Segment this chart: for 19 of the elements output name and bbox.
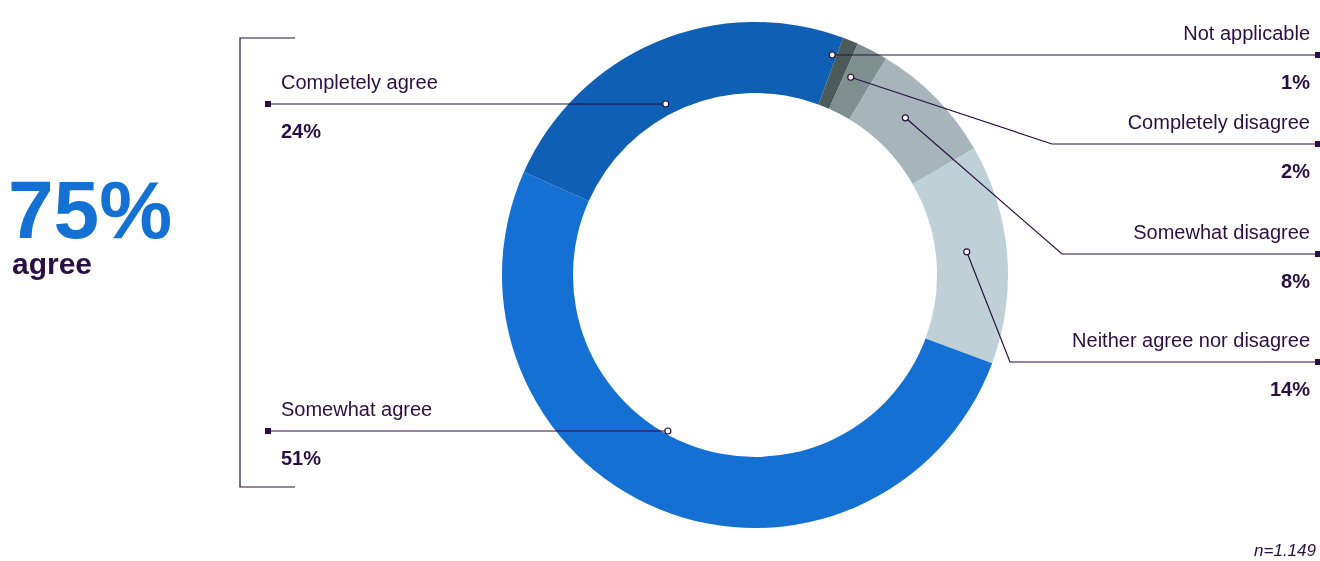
slice-label: Somewhat agree xyxy=(281,398,433,420)
slice-label: Neither agree nor disagree xyxy=(1072,329,1310,351)
data-label: 24% xyxy=(281,120,322,142)
data-label: 8% xyxy=(1281,270,1311,292)
data-label: 14% xyxy=(1269,378,1311,400)
data-label: 51% xyxy=(281,447,322,469)
donut-slice xyxy=(523,22,844,201)
text: n=1.149 xyxy=(1254,541,1317,560)
slice-label: Completely disagree xyxy=(1127,111,1310,133)
slice-label: Not applicable xyxy=(1183,22,1310,44)
slice-label: Completely agree xyxy=(281,71,438,93)
donut-slice xyxy=(502,172,993,528)
donut-slice xyxy=(849,58,975,184)
donut-slice xyxy=(818,37,858,109)
data-label: 1% xyxy=(1281,71,1311,93)
slice-label: Somewhat disagree xyxy=(1133,221,1310,243)
data-label: 2% xyxy=(1281,160,1311,182)
donut-slice xyxy=(912,148,1008,364)
donut-slice xyxy=(829,43,887,120)
